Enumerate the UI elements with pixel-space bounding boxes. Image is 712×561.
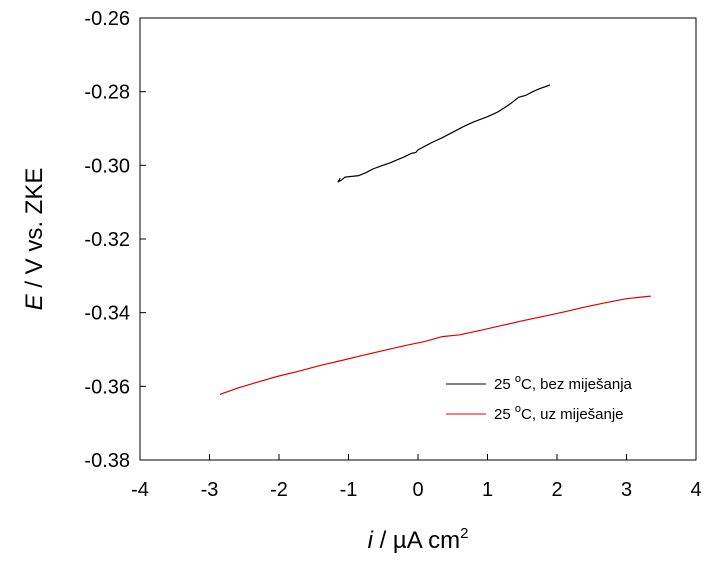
x-tick-label: 3: [621, 479, 632, 501]
x-tick-label: -1: [340, 479, 358, 501]
x-tick-label: 1: [482, 479, 493, 501]
y-axis-var: E: [21, 293, 48, 310]
series-layer: [219, 84, 651, 395]
x-tick-label: -4: [131, 479, 149, 501]
x-tick-label: 2: [551, 479, 562, 501]
legend-label-bez-mijesanja: 25 oC, bez miješanja: [494, 373, 633, 393]
x-axis-title: i / µA cm2: [368, 525, 469, 554]
y-tick-label: -0.36: [84, 376, 130, 398]
x-tick-label: -2: [270, 479, 288, 501]
x-tick-label: -3: [201, 479, 219, 501]
y-tick-label: -0.30: [84, 155, 130, 177]
y-tick-label: -0.38: [84, 450, 130, 472]
series-line-0: [337, 84, 551, 183]
legend: 25 oC, bez miješanja 25 oC, uz miješanje: [446, 373, 633, 423]
legend-label-uz-mijesanje: 25 oC, uz miješanje: [494, 403, 624, 423]
y-tick-label: -0.34: [84, 303, 130, 325]
y-axis-ticks: -0.38 -0.36 -0.34 -0.32 -0.30 -0.28 -0.26: [84, 8, 146, 472]
x-tick-label: 4: [690, 479, 701, 501]
x-axis-var: i: [368, 527, 374, 554]
series-line-1: [219, 295, 651, 395]
x-axis-text: / µA cm: [373, 527, 460, 554]
x-axis-sup: 2: [460, 525, 468, 542]
x-tick-label: 0: [412, 479, 423, 501]
y-tick-label: -0.32: [84, 229, 130, 251]
y-tick-label: -0.28: [84, 82, 130, 104]
y-tick-label: -0.26: [84, 8, 130, 30]
x-axis-ticks: -4 -3 -2 -1 0 1 2 3 4: [131, 454, 702, 501]
y-axis-text: / V vs. ZKE: [21, 168, 48, 295]
y-axis-title: E / V vs. ZKE: [21, 168, 48, 311]
